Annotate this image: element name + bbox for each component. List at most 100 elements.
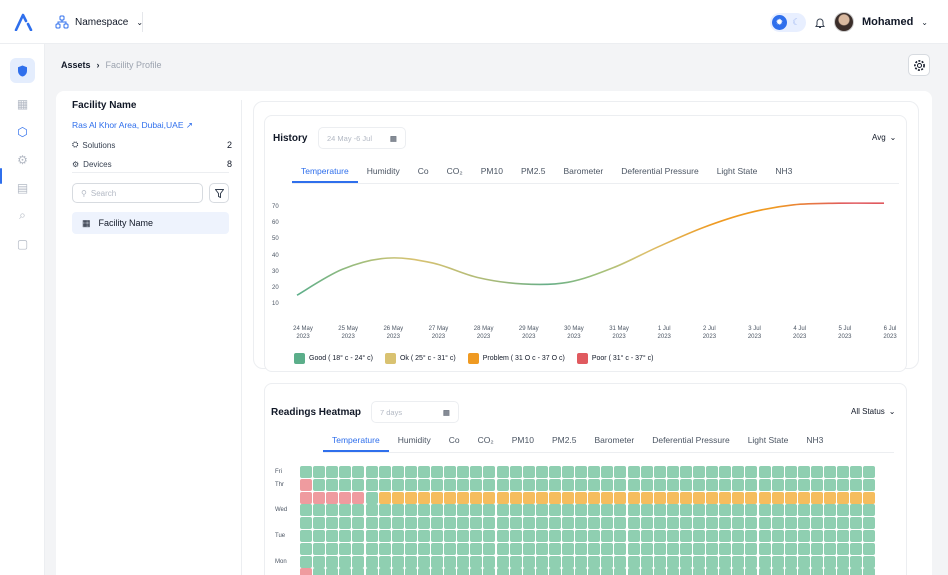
heatmap-tab-pm10[interactable]: PM10: [511, 435, 534, 445]
heatmap-cell[interactable]: [365, 530, 378, 542]
heatmap-tab-co[interactable]: Co: [448, 435, 460, 445]
heatmap-cell[interactable]: [404, 491, 417, 504]
heatmap-cell[interactable]: [784, 504, 797, 517]
heatmap-cell[interactable]: [850, 555, 863, 568]
heatmap-cell[interactable]: [483, 555, 496, 568]
heatmap-cell[interactable]: [326, 555, 339, 568]
heatmap-cell[interactable]: [758, 568, 771, 575]
heatmap-cell[interactable]: [391, 466, 404, 478]
heatmap-cell[interactable]: [457, 542, 470, 555]
heatmap-cell[interactable]: [824, 568, 836, 575]
heatmap-cell[interactable]: [824, 504, 836, 517]
heatmap-cell[interactable]: [457, 491, 470, 504]
sun-icon[interactable]: ✹: [771, 14, 787, 30]
heatmap-cell[interactable]: [470, 530, 483, 542]
heatmap-cell[interactable]: [758, 517, 771, 530]
heatmap-cell[interactable]: [601, 504, 614, 517]
heatmap-cell[interactable]: [588, 466, 601, 478]
heatmap-cell[interactable]: [758, 491, 771, 504]
heatmap-cell[interactable]: [391, 517, 404, 530]
heatmap-cell[interactable]: [732, 530, 745, 542]
heatmap-cell[interactable]: [719, 555, 732, 568]
heatmap-cell[interactable]: [627, 491, 640, 504]
heatmap-cell[interactable]: [522, 568, 535, 575]
sidebar-item-devices[interactable]: ▢: [10, 231, 35, 256]
heatmap-cell[interactable]: [378, 555, 391, 568]
heatmap-cell[interactable]: [837, 555, 850, 568]
heatmap-cell[interactable]: [326, 542, 339, 555]
heatmap-cell[interactable]: [784, 466, 797, 478]
heatmap-cell[interactable]: [509, 504, 522, 517]
heatmap-cell[interactable]: [850, 504, 863, 517]
heatmap-cell[interactable]: [666, 478, 679, 491]
heatmap-cell[interactable]: [627, 504, 640, 517]
heatmap-cell[interactable]: [732, 504, 745, 517]
heatmap-cell[interactable]: [679, 530, 692, 542]
heatmap-cell[interactable]: [627, 568, 640, 575]
heatmap-cell[interactable]: [771, 542, 784, 555]
sidebar-item-integrations[interactable]: ⚙: [10, 147, 35, 172]
heatmap-cell[interactable]: [719, 478, 732, 491]
facility-location-link[interactable]: Ras Al Khor Area, Dubai,UAE ↗: [72, 120, 193, 130]
moon-icon[interactable]: ☾: [792, 16, 801, 27]
heatmap-cell[interactable]: [352, 491, 365, 504]
heatmap-cell[interactable]: [509, 568, 522, 575]
history-date-picker[interactable]: 24 May -6 Jul ▦: [318, 127, 406, 149]
heatmap-cell[interactable]: [601, 478, 614, 491]
heatmap-cell[interactable]: [391, 542, 404, 555]
heatmap-cell[interactable]: [666, 504, 679, 517]
heatmap-cell[interactable]: [863, 466, 876, 478]
heatmap-cell[interactable]: [313, 542, 326, 555]
heatmap-cell[interactable]: [404, 517, 417, 530]
heatmap-cell[interactable]: [575, 478, 588, 491]
heatmap-cell[interactable]: [850, 568, 863, 575]
heatmap-cell[interactable]: [496, 504, 509, 517]
heatmap-cell[interactable]: [404, 478, 417, 491]
heatmap-cell[interactable]: [810, 466, 823, 478]
heatmap-cell[interactable]: [535, 530, 548, 542]
heatmap-cell[interactable]: [313, 478, 326, 491]
filter-button[interactable]: [209, 183, 229, 203]
heatmap-cell[interactable]: [588, 555, 601, 568]
heatmap-cell[interactable]: [797, 478, 810, 491]
heatmap-cell[interactable]: [352, 466, 365, 478]
heatmap-cell[interactable]: [509, 555, 522, 568]
heatmap-cell[interactable]: [666, 466, 679, 478]
heatmap-cell[interactable]: [758, 466, 771, 478]
heatmap-cell[interactable]: [863, 530, 876, 542]
heatmap-cell[interactable]: [535, 491, 548, 504]
heatmap-cell[interactable]: [378, 491, 391, 504]
heatmap-cell[interactable]: [535, 555, 548, 568]
heatmap-cell[interactable]: [535, 517, 548, 530]
heatmap-cell[interactable]: [457, 555, 470, 568]
heatmap-cell[interactable]: [404, 504, 417, 517]
heatmap-cell[interactable]: [588, 542, 601, 555]
heatmap-cell[interactable]: [588, 491, 601, 504]
history-aggregation-dropdown[interactable]: Avg ⌄: [872, 133, 896, 142]
heatmap-cell[interactable]: [771, 491, 784, 504]
heatmap-cell[interactable]: [417, 466, 430, 478]
heatmap-cell[interactable]: [417, 478, 430, 491]
heatmap-cell[interactable]: [417, 504, 430, 517]
heatmap-tab-co-[interactable]: CO₂: [477, 435, 494, 445]
heatmap-cell[interactable]: [810, 491, 823, 504]
heatmap-cell[interactable]: [378, 530, 391, 542]
heatmap-cell[interactable]: [496, 491, 509, 504]
heatmap-cell[interactable]: [601, 555, 614, 568]
heatmap-cell[interactable]: [457, 517, 470, 530]
heatmap-cell[interactable]: [797, 542, 810, 555]
heatmap-tab-humidity[interactable]: Humidity: [397, 435, 431, 445]
heatmap-cell[interactable]: [837, 530, 850, 542]
heatmap-cell[interactable]: [483, 568, 496, 575]
heatmap-cell[interactable]: [863, 504, 876, 517]
heatmap-cell[interactable]: [431, 530, 443, 542]
heatmap-cell[interactable]: [535, 504, 548, 517]
heatmap-cell[interactable]: [810, 530, 823, 542]
heatmap-cell[interactable]: [300, 542, 312, 555]
heatmap-cell[interactable]: [640, 491, 653, 504]
heatmap-cell[interactable]: [706, 530, 719, 542]
heatmap-cell[interactable]: [444, 568, 457, 575]
heatmap-cell[interactable]: [745, 491, 758, 504]
heatmap-cell[interactable]: [417, 491, 430, 504]
heatmap-cell[interactable]: [431, 555, 443, 568]
